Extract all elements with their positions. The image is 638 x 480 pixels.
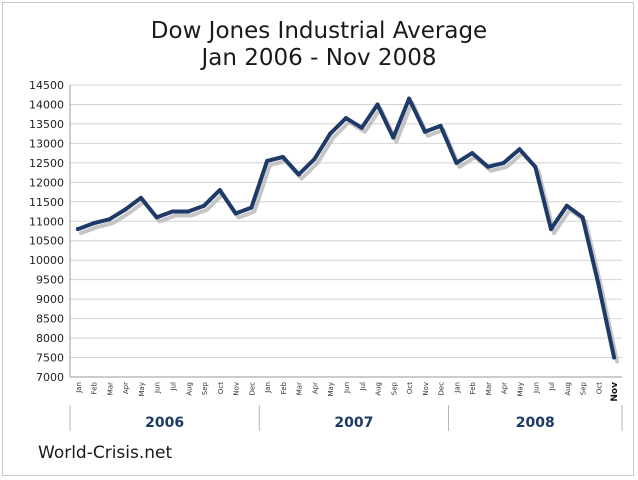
data-point (217, 188, 222, 193)
y-tick-label: 11500 (29, 196, 64, 209)
data-point (123, 207, 128, 212)
data-point (280, 155, 285, 160)
x-tick-label: Jan (453, 382, 461, 394)
data-point (517, 147, 522, 152)
y-tick-label: 7500 (36, 352, 64, 365)
data-point (249, 205, 254, 210)
x-tick-label: Jul (170, 382, 178, 392)
series-line-shadow (78, 100, 620, 364)
x-tick-label: Dec (438, 382, 446, 396)
data-point (533, 164, 538, 169)
x-tick-label: Feb (469, 381, 477, 394)
x-tick-label: Oct (406, 382, 414, 394)
data-point (359, 125, 364, 130)
source-label: World-Crisis.net (38, 443, 173, 463)
y-tick-label: 12500 (29, 157, 64, 170)
data-point (470, 151, 475, 156)
data-point (296, 172, 301, 177)
data-point (344, 116, 348, 121)
data-point (501, 160, 506, 165)
x-tick-label: Apr (122, 382, 130, 394)
y-tick-label: 12000 (29, 176, 64, 189)
chart-subtitle: Jan 2006 - Nov 2008 (201, 45, 437, 71)
x-tick-label: Sep (580, 381, 588, 395)
x-tick-label: May (327, 382, 335, 396)
x-tick-label: Mar (296, 382, 304, 395)
y-tick-label: 9000 (36, 293, 64, 306)
x-tick-label: May (516, 382, 524, 396)
data-point (265, 158, 270, 163)
data-point (138, 195, 143, 200)
x-tick-label: May (138, 382, 146, 396)
x-tick-label: Sep (201, 381, 209, 395)
y-tick-label: 10000 (29, 254, 64, 267)
data-point (75, 227, 80, 232)
data-point (407, 96, 412, 101)
x-tick-label: Mar (485, 382, 493, 395)
x-tick-label: Oct (217, 382, 225, 394)
data-point (580, 215, 585, 220)
x-tick-label: Jun (532, 382, 540, 394)
x-tick-label: Aug (564, 382, 572, 396)
y-tick-label: 9500 (36, 274, 64, 287)
data-point (454, 160, 459, 165)
year-label: 2006 (145, 415, 184, 431)
x-tick-label: Mar (106, 382, 114, 395)
year-label: 2007 (334, 415, 373, 431)
y-tick-label: 13000 (29, 137, 64, 150)
y-tick-label: 8000 (36, 332, 64, 345)
x-tick-label: Jan (75, 382, 83, 394)
data-point (328, 131, 333, 136)
data-point (564, 203, 569, 208)
data-point (485, 164, 490, 169)
data-point (186, 209, 191, 214)
data-point (422, 129, 427, 134)
y-tick-label: 11000 (29, 215, 64, 228)
data-point (202, 203, 207, 208)
y-tick-label: 10500 (29, 235, 64, 248)
x-tick-label: Nov (610, 382, 620, 402)
data-point (170, 209, 175, 214)
x-tick-label: Sep (390, 381, 398, 395)
data-point (596, 281, 601, 286)
y-tick-label: 14500 (29, 79, 64, 92)
data-point (91, 221, 96, 226)
x-tick-label: Aug (185, 382, 193, 396)
chart-title: Dow Jones Industrial Average (150, 18, 488, 44)
x-tick-label: Oct (595, 382, 603, 394)
x-tick-label: Jun (154, 382, 162, 394)
x-tick-label: Jul (548, 382, 556, 392)
data-point (312, 156, 317, 161)
data-point (391, 135, 396, 140)
x-tick-label: Apr (501, 382, 509, 394)
x-tick-label: Jul (359, 382, 367, 392)
x-tick-label: Jun (343, 382, 351, 394)
year-label: 2008 (516, 415, 555, 431)
data-point (549, 227, 554, 232)
x-tick-label: Jan (264, 382, 272, 394)
y-tick-label: 8500 (36, 313, 64, 326)
y-tick-label: 13500 (29, 118, 64, 131)
data-point (154, 215, 159, 220)
data-point (375, 102, 380, 107)
x-tick-label: Apr (311, 382, 319, 394)
chart-frame (2, 2, 634, 476)
x-tick-label: Nov (422, 382, 430, 396)
x-tick-label: Nov (233, 382, 241, 396)
data-point (612, 355, 617, 360)
x-tick-label: Dec (248, 382, 256, 396)
x-tick-label: Feb (91, 381, 99, 394)
y-tick-label: 7000 (36, 371, 64, 384)
x-tick-label: Feb (280, 381, 288, 394)
y-tick-label: 14000 (29, 98, 64, 111)
data-point (233, 211, 238, 216)
x-tick-label: Aug (375, 382, 383, 396)
data-point (438, 123, 443, 128)
data-point (107, 217, 112, 222)
